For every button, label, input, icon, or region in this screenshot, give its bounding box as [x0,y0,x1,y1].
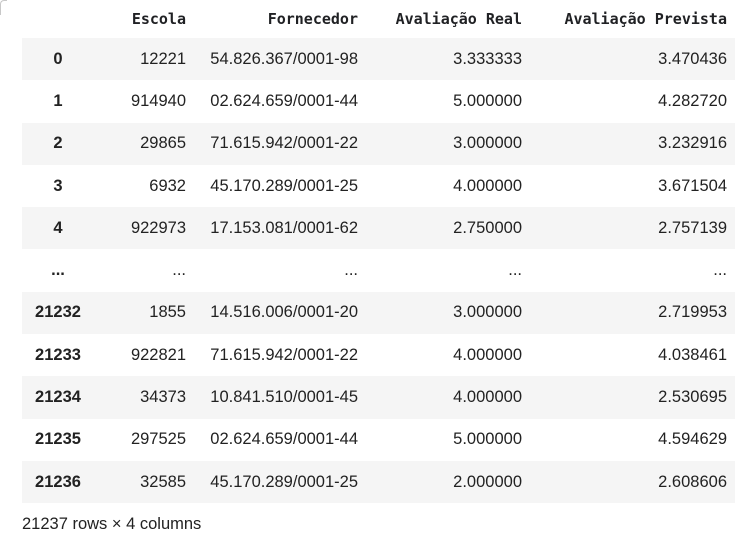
cell-fornecedor: 02.624.659/0001-44 [210,91,358,110]
row-index: 0 [53,49,63,68]
cell-fornecedor: 71.615.942/0001-22 [210,345,358,364]
header-avaliacao-real: Avaliação Real [395,10,522,28]
cell-escola: 922973 [130,218,186,237]
cell-avaliacao-prevista: 2.530695 [658,388,727,407]
cell-avaliacao-prevista: 4.282720 [658,91,727,110]
header-fornecedor: Fornecedor [267,10,358,28]
cell-avaliacao-prevista: 3.470436 [658,49,727,68]
cell-escola: 32585 [140,472,186,491]
cell-avaliacao-prevista: 2.757139 [658,218,727,237]
output-corner-marker [0,0,7,15]
cell-avaliacao-real: 5.000000 [453,430,522,449]
cell-avaliacao-prevista: 3.671504 [658,176,727,195]
cell-escola: 914940 [130,91,186,110]
cell-avaliacao-prevista: 2.608606 [658,472,727,491]
table-row: 21235 297525 02.624.659/0001-44 5.000000… [22,418,735,461]
dataframe-shape-text: 21237 rows × 4 columns [22,515,202,533]
row-index: 21233 [35,345,81,364]
cell-avaliacao-prevista: 2.719953 [658,303,727,322]
table-row: 21232 1855 14.516.006/0001-20 3.000000 2… [22,291,735,335]
cell-fornecedor: ... [344,261,358,280]
row-index: 21236 [35,472,81,491]
cell-fornecedor: 14.516.006/0001-20 [210,303,358,322]
cell-avaliacao-real: 5.000000 [453,91,522,110]
row-index: ... [51,261,65,280]
cell-escola: ... [172,261,186,280]
row-index: 4 [53,218,63,237]
cell-escola: 922821 [130,345,186,364]
cell-avaliacao-real: 3.000000 [453,134,522,153]
row-index: 21235 [35,430,81,449]
cell-escola: 29865 [140,134,186,153]
row-index: 21232 [35,303,81,322]
header-index [22,0,94,38]
table-body: 0 12221 54.826.367/0001-98 3.333333 3.47… [22,38,735,504]
cell-escola: 1855 [149,303,186,322]
cell-avaliacao-real: 4.000000 [453,345,522,364]
row-index: 2 [53,134,63,153]
table-row: 3 6932 45.170.289/0001-25 4.000000 3.671… [22,164,735,208]
cell-avaliacao-real: 2.750000 [453,218,522,237]
cell-escola: 6932 [149,176,186,195]
cell-avaliacao-real: 4.000000 [453,176,522,195]
cell-avaliacao-real: 2.000000 [453,472,522,491]
dataframe-table: Escola Fornecedor Avaliação Real Avaliaç… [22,0,735,504]
table-row: 2 29865 71.615.942/0001-22 3.000000 3.23… [22,122,735,165]
ellipsis-row: ... ... ... ... ... [22,249,735,292]
table-row: 21233 922821 71.615.942/0001-22 4.000000… [22,334,735,377]
cell-escola: 297525 [130,430,186,449]
cell-avaliacao-real: ... [508,261,522,280]
header-avaliacao-prevista: Avaliação Prevista [564,10,727,28]
cell-fornecedor: 17.153.081/0001-62 [210,218,358,237]
table-row: 1 914940 02.624.659/0001-44 5.000000 4.2… [22,80,735,123]
table-row: 21236 32585 45.170.289/0001-25 2.000000 … [22,460,735,504]
row-index: 1 [53,91,63,110]
cell-avaliacao-prevista: 3.232916 [658,134,727,153]
header-row: Escola Fornecedor Avaliação Real Avaliaç… [22,0,735,38]
cell-avaliacao-real: 3.333333 [453,49,522,68]
table-row: 21234 34373 10.841.510/0001-45 4.000000 … [22,376,735,419]
table-header: Escola Fornecedor Avaliação Real Avaliaç… [22,0,735,38]
table-row: 4 922973 17.153.081/0001-62 2.750000 2.7… [22,207,735,250]
cell-fornecedor: 71.615.942/0001-22 [210,134,358,153]
cell-escola: 34373 [140,388,186,407]
header-escola: Escola [131,10,186,28]
cell-fornecedor: 45.170.289/0001-25 [210,176,358,195]
cell-avaliacao-prevista: 4.038461 [658,345,727,364]
cell-avaliacao-real: 3.000000 [453,303,522,322]
cell-avaliacao-real: 4.000000 [453,388,522,407]
cell-avaliacao-prevista: ... [713,261,727,280]
row-index: 3 [53,176,63,195]
cell-fornecedor: 02.624.659/0001-44 [210,430,358,449]
cell-fornecedor: 45.170.289/0001-25 [210,472,358,491]
cell-fornecedor: 10.841.510/0001-45 [210,388,358,407]
cell-escola: 12221 [140,49,186,68]
dataframe-output: Escola Fornecedor Avaliação Real Avaliaç… [22,0,735,504]
cell-fornecedor: 54.826.367/0001-98 [210,49,358,68]
row-index: 21234 [35,388,81,407]
cell-avaliacao-prevista: 4.594629 [658,430,727,449]
table-row: 0 12221 54.826.367/0001-98 3.333333 3.47… [22,38,735,81]
